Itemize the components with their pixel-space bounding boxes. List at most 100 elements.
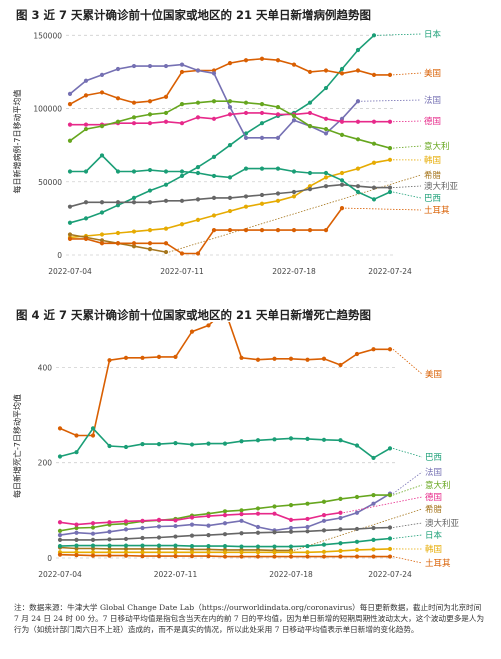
data-point (222, 509, 228, 514)
data-point (83, 122, 89, 127)
data-point (57, 552, 63, 557)
data-point (107, 537, 112, 542)
data-point (189, 550, 195, 555)
data-point (288, 554, 294, 559)
data-point (131, 63, 137, 69)
data-point (371, 455, 376, 461)
data-point (107, 529, 112, 534)
data-point (243, 204, 249, 209)
data-point (74, 553, 79, 558)
y-tick-label: 0 (47, 554, 52, 563)
series-label: 澳大利亚 (425, 518, 460, 529)
data-point (339, 132, 345, 138)
series-line (69, 34, 375, 224)
series-label: 德国 (424, 116, 441, 127)
data-point (107, 550, 112, 555)
data-point (115, 241, 121, 246)
data-point (67, 122, 73, 127)
data-point (222, 554, 228, 559)
data-point (131, 100, 137, 105)
data-point (57, 454, 63, 459)
data-point (307, 170, 313, 176)
data-point (206, 513, 211, 519)
series-label: 韩国 (424, 155, 441, 166)
series-line (59, 322, 390, 437)
data-point (272, 356, 277, 361)
data-point (321, 356, 327, 361)
data-point (123, 536, 129, 542)
data-point (321, 499, 327, 504)
y-tick-label: 100000 (33, 105, 62, 114)
data-point (222, 543, 228, 549)
data-point (307, 184, 313, 189)
data-point (99, 232, 105, 237)
data-point (275, 135, 281, 140)
data-point (255, 357, 261, 362)
data-point (355, 68, 361, 73)
data-point (115, 203, 121, 208)
series-label: 日本 (425, 530, 443, 541)
data-point (307, 124, 313, 129)
data-point (321, 554, 327, 559)
data-point (227, 112, 233, 117)
data-point (339, 71, 345, 76)
data-point (259, 56, 265, 61)
data-point (140, 553, 145, 559)
data-point (179, 62, 185, 67)
data-point (131, 195, 137, 200)
data-point (291, 118, 297, 123)
data-point (255, 530, 261, 535)
data-point (339, 170, 345, 176)
legend-leader (376, 33, 422, 36)
data-point (211, 68, 217, 73)
data-point (99, 90, 105, 95)
data-point (323, 175, 329, 180)
data-point (67, 91, 73, 97)
data-point (387, 157, 393, 162)
series-label: 法国 (424, 95, 441, 106)
data-point (239, 355, 244, 360)
legend-leader (392, 484, 423, 496)
data-point (179, 169, 185, 174)
series-label: 希腊 (425, 504, 443, 515)
data-point (227, 195, 233, 200)
data-point (147, 99, 153, 104)
data-point (189, 553, 195, 559)
data-point (255, 550, 261, 555)
series-label: 美国 (425, 369, 442, 380)
data-point (354, 510, 360, 515)
data-point (371, 185, 377, 190)
legend-leader (344, 207, 422, 211)
data-point (115, 230, 121, 236)
y-tick-label: 200 (38, 459, 53, 468)
series-label: 澳大利亚 (424, 181, 459, 192)
data-point (227, 143, 233, 148)
data-point (259, 121, 265, 126)
data-point (74, 522, 79, 527)
data-point (259, 166, 265, 171)
data-point (99, 153, 105, 158)
data-point (321, 437, 327, 442)
data-point (222, 441, 228, 446)
data-point (371, 33, 377, 38)
data-point (227, 104, 233, 110)
data-point (57, 520, 63, 525)
data-point (99, 72, 105, 77)
data-point (307, 110, 313, 116)
y-axis-label: 每日新增病例-7日移动平均值 (12, 90, 22, 194)
data-point (131, 121, 137, 126)
data-point (354, 494, 360, 500)
data-point (74, 450, 79, 455)
data-point (387, 554, 393, 559)
data-point (354, 539, 360, 544)
data-point (243, 228, 249, 233)
data-point (272, 544, 277, 549)
data-point (147, 241, 153, 246)
data-point (288, 544, 294, 549)
data-point (239, 512, 244, 517)
data-point (195, 217, 201, 222)
data-point (74, 525, 79, 531)
data-point (163, 182, 169, 187)
data-point (67, 138, 73, 143)
data-point (354, 351, 360, 357)
